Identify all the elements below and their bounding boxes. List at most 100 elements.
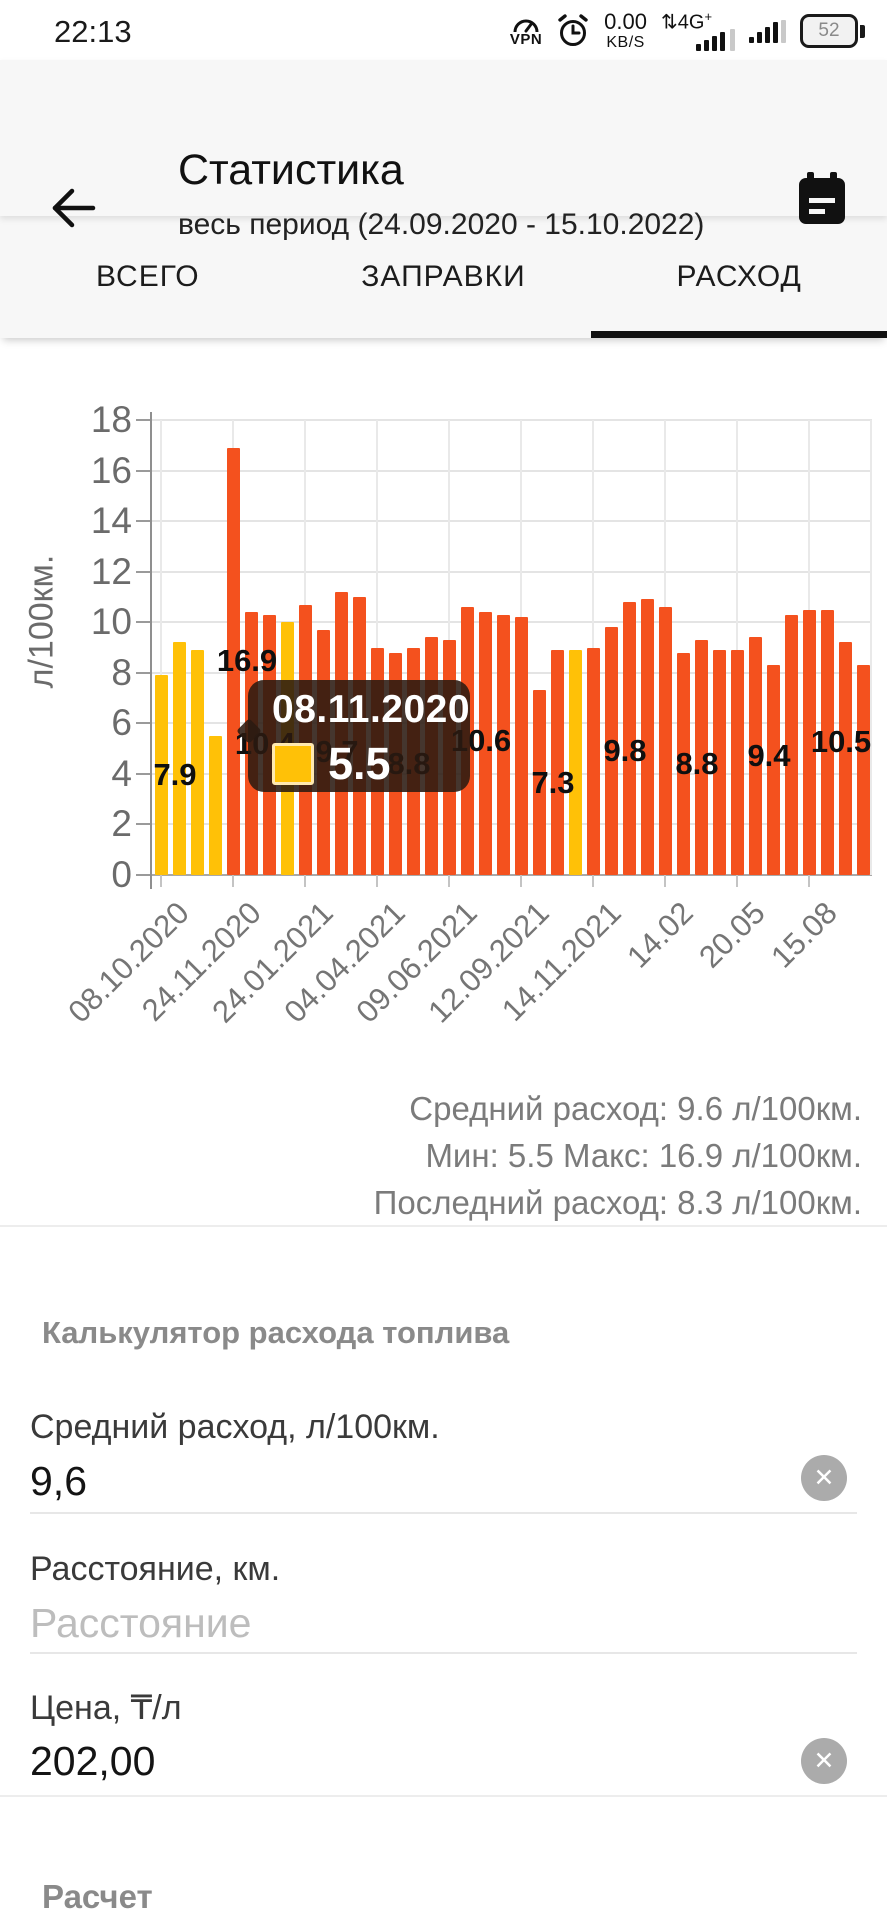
tab-consumption[interactable]: РАСХОД <box>591 216 887 338</box>
status-icons: VPN 0.00 KB/S ⇅4G+ <box>510 8 865 54</box>
y-axis-tick <box>136 621 151 624</box>
clear-price-button[interactable]: ✕ <box>801 1738 847 1784</box>
bar[interactable] <box>478 612 492 875</box>
close-icon: ✕ <box>813 1463 835 1492</box>
y-axis-tick <box>136 823 151 826</box>
bar[interactable] <box>658 607 672 875</box>
price-field-label: Цена, ₸/л <box>30 1689 182 1727</box>
tooltip-value: 5.5 <box>328 738 391 789</box>
y-axis-tick-label: 16 <box>90 449 132 491</box>
x-axis-tick <box>448 875 450 887</box>
x-axis-tick <box>160 875 162 887</box>
bar[interactable] <box>748 637 762 875</box>
bar-value-label: 7.3 <box>531 764 575 800</box>
bar[interactable] <box>190 650 204 875</box>
x-axis-tick <box>664 875 666 887</box>
tab-total[interactable]: ВСЕГО <box>96 260 200 293</box>
bar[interactable] <box>496 614 510 875</box>
y-axis-tick <box>136 874 151 876</box>
bar[interactable] <box>766 665 780 875</box>
x-axis-tick <box>808 875 810 887</box>
gridline-vertical <box>736 420 738 875</box>
price-input[interactable]: 202,00 <box>30 1738 156 1784</box>
gridline <box>152 419 872 421</box>
gridline <box>152 722 872 725</box>
y-axis-tick <box>136 722 151 725</box>
bar[interactable] <box>640 599 654 875</box>
gridline <box>152 874 872 876</box>
x-axis-tick <box>232 875 234 887</box>
alarm-clock-icon <box>558 14 588 46</box>
battery-icon: 52 <box>800 14 865 48</box>
bar[interactable] <box>676 652 690 875</box>
section-divider <box>0 1225 887 1227</box>
section-divider <box>0 1795 887 1797</box>
bar[interactable] <box>802 609 816 875</box>
bar[interactable] <box>208 735 222 875</box>
y-axis-tick <box>136 570 151 573</box>
avg-consumption: Средний расход: 9.6 л/100км. <box>409 1090 862 1127</box>
gridline <box>152 469 872 472</box>
status-clock: 22:13 <box>54 14 132 49</box>
status-bar: 22:13 VPN 0.00 KB/S ⇅4G+ <box>0 0 887 60</box>
page-title: Статистика <box>178 146 404 194</box>
tooltip-series-swatch <box>272 743 314 785</box>
battery-level: 52 <box>818 20 840 41</box>
gridline <box>152 772 872 775</box>
bar-value-label: 7.9 <box>153 757 197 793</box>
bar[interactable] <box>226 447 240 875</box>
bar[interactable] <box>172 642 186 875</box>
consumption-chart: 0 2 4 6 8 10 12 14 16 18 08.10.2020 24.11.2020 24.01… <box>0 340 887 1075</box>
bar[interactable] <box>586 647 600 875</box>
min-max-consumption: Мин: 5.5 Макс: 16.9 л/100км. <box>425 1137 862 1174</box>
bar[interactable] <box>514 617 528 875</box>
y-axis-tick-label: 6 <box>111 702 132 744</box>
avg-consumption-input[interactable]: 9,6 <box>30 1458 87 1504</box>
bar[interactable] <box>532 690 546 875</box>
bar[interactable] <box>550 650 564 875</box>
back-arrow-button[interactable] <box>46 182 98 234</box>
app-bar: Статистика весь период (24.09.2020 - 15.… <box>0 60 887 241</box>
y-axis-tick-label: 0 <box>111 854 132 895</box>
y-axis-line <box>150 412 152 889</box>
bar[interactable] <box>604 627 618 875</box>
y-axis-title: л/100км. <box>22 554 61 689</box>
gridline <box>152 823 872 826</box>
clear-avg-consumption-button[interactable]: ✕ <box>801 1455 847 1501</box>
bar[interactable] <box>838 642 852 875</box>
avg-consumption-field-label: Средний расход, л/100км. <box>30 1408 440 1446</box>
y-axis-tick-label: 2 <box>111 803 132 845</box>
bar[interactable] <box>622 602 636 875</box>
bar[interactable] <box>568 650 582 875</box>
bar[interactable] <box>820 609 834 875</box>
bar[interactable] <box>154 675 168 875</box>
gridline <box>152 621 872 624</box>
tab-refuels[interactable]: ЗАПРАВКИ <box>361 260 526 293</box>
bar-value-label: 9.8 <box>603 733 647 769</box>
distance-input[interactable]: Расстояние <box>30 1600 252 1646</box>
y-axis-tick <box>136 671 151 674</box>
y-axis-tick-label: 8 <box>111 651 132 693</box>
tab-bar: ВСЕГО ЗАПРАВКИ РАСХОД <box>0 216 887 338</box>
mobile-network-4g-icon: ⇅4G+ <box>661 9 735 53</box>
bar[interactable] <box>694 639 708 875</box>
calendar-button[interactable] <box>797 172 847 226</box>
y-axis-tick-label: 12 <box>90 550 132 592</box>
y-axis-tick <box>136 772 151 775</box>
gridline-vertical <box>870 420 872 875</box>
y-axis-tick <box>136 419 151 421</box>
bar[interactable] <box>730 650 744 875</box>
gridline <box>152 570 872 573</box>
bar-value-label: 9.4 <box>747 738 791 774</box>
close-icon: ✕ <box>813 1746 835 1775</box>
vpn-icon: VPN <box>510 16 542 47</box>
bar-value-label: 8.8 <box>675 745 719 781</box>
bar[interactable] <box>784 614 798 875</box>
bar[interactable] <box>856 665 870 875</box>
last-consumption: Последний расход: 8.3 л/100км. <box>373 1184 862 1221</box>
bar-value-label: 10.5 <box>810 724 872 760</box>
x-axis-tick <box>520 875 522 887</box>
y-axis-tick-label: 10 <box>90 601 132 643</box>
bar[interactable] <box>712 650 726 875</box>
